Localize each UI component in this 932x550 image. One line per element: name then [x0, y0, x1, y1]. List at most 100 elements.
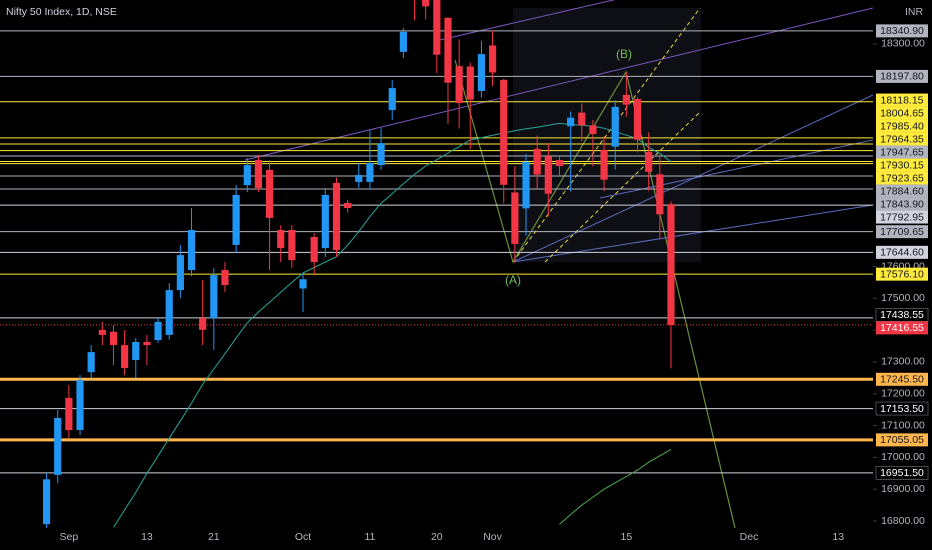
candle-body [555, 159, 564, 167]
price-level-label: 18004.65 [880, 107, 924, 119]
candle-body [98, 329, 106, 335]
price-level-tag [876, 158, 928, 172]
price-level-label: 17438.55 [880, 309, 924, 321]
x-tick-label: 15 [621, 531, 633, 543]
price-level-label: 17416.55 [880, 322, 924, 334]
price-level-label: 17964.35 [880, 133, 924, 145]
candle-body [444, 17, 452, 83]
y-tick-label: 18300.00 [881, 38, 925, 50]
candle-body [522, 161, 530, 209]
x-tick-label: Nov [483, 531, 502, 543]
price-level-tag [876, 267, 928, 281]
chart-title: Nifty 50 Index, 1D, NSE [6, 6, 117, 18]
pitchfork-line [599, 139, 873, 199]
candle-body [611, 106, 619, 147]
annotation: (A) [505, 273, 521, 287]
candle-body [187, 229, 196, 271]
candle-body [243, 165, 251, 186]
x-tick-label: 13 [141, 531, 153, 543]
moving-average [559, 448, 672, 525]
price-level-tag [876, 132, 928, 146]
candle-body [54, 417, 62, 475]
candle-body [42, 479, 51, 525]
price-level-tag [875, 466, 929, 480]
candle-body [488, 45, 497, 73]
price-level-tag [876, 93, 928, 107]
price-level-tag [876, 145, 928, 159]
drawing-tools [244, 0, 873, 528]
candle-body [600, 149, 608, 180]
candle-body [288, 229, 296, 261]
price-level-label: 18340.90 [880, 25, 924, 37]
candle-body [76, 380, 84, 431]
price-level-tag [876, 225, 928, 239]
y-tick-label: 17300.00 [881, 356, 925, 368]
price-level-label: 17245.50 [880, 374, 924, 386]
candle-body [65, 397, 73, 431]
y-tick-label: 17500.00 [881, 292, 925, 304]
price-level-label: 17153.50 [880, 403, 924, 415]
candle-body [466, 66, 474, 100]
y-tick-label: 17100.00 [881, 419, 925, 431]
plot-area [0, 0, 873, 528]
candle-body [477, 54, 486, 91]
price-level-label: 17709.65 [880, 226, 924, 238]
price-level-tag [876, 197, 928, 211]
x-tick-label: 11 [364, 531, 375, 543]
candle-body [567, 117, 575, 127]
moving-average [113, 122, 672, 528]
price-level-tag [876, 245, 928, 259]
candle-body [355, 174, 363, 182]
price-level-tag [876, 106, 928, 120]
price-level-label: 17884.60 [880, 185, 924, 197]
price-level-tag [876, 69, 928, 83]
candle-body [455, 66, 463, 104]
candle-body [199, 318, 207, 330]
currency: INR [905, 6, 924, 18]
x-tick-label: Sep [60, 531, 79, 543]
candle-body [87, 352, 95, 373]
candle-body [154, 321, 162, 341]
price-level-label: 17792.95 [880, 211, 924, 223]
y-tick-label: 16800.00 [881, 515, 925, 527]
price-level-label: 17843.90 [880, 198, 924, 210]
candle-body [422, 0, 430, 7]
y-tick-label: 17000.00 [881, 451, 925, 463]
candle-body [176, 255, 184, 291]
candle-body [645, 152, 653, 172]
annotation: (B) [616, 47, 632, 61]
x-tick-label: 20 [431, 531, 443, 543]
price-level-label: 18197.80 [880, 71, 924, 83]
candle-body [265, 169, 274, 218]
y-tick-label: 16900.00 [881, 483, 925, 495]
price-level-tag [875, 401, 929, 416]
price-level-tag [876, 210, 928, 224]
x-tick-label: Dec [740, 531, 759, 543]
price-level-label: 17985.40 [880, 120, 924, 132]
candle-body [165, 290, 173, 335]
price-level-tag [876, 184, 928, 198]
candle-body [667, 204, 675, 325]
price-level-tag [876, 24, 928, 38]
candle-body [121, 345, 129, 369]
price-level-label: 17930.15 [880, 159, 924, 171]
price-level-tag [876, 119, 928, 133]
candle-body [321, 194, 329, 249]
candle-body [656, 174, 664, 215]
price-level-label: 17576.10 [880, 268, 924, 280]
candle-body [254, 159, 263, 188]
candle-body [533, 148, 541, 175]
candle-body [578, 112, 586, 126]
candle-body [589, 125, 597, 134]
trend-line [439, 0, 616, 41]
candle-body [511, 192, 519, 244]
channel-line [512, 7, 701, 263]
candle-body [332, 182, 341, 251]
candle-body [622, 94, 630, 105]
candle-body [500, 79, 508, 185]
candle-body [132, 341, 140, 361]
price-axis: 16800.00 16900.00 17000.00 17100.00 17200.00… [873, 24, 929, 527]
candle-body [344, 202, 352, 209]
candle-body [388, 88, 396, 111]
